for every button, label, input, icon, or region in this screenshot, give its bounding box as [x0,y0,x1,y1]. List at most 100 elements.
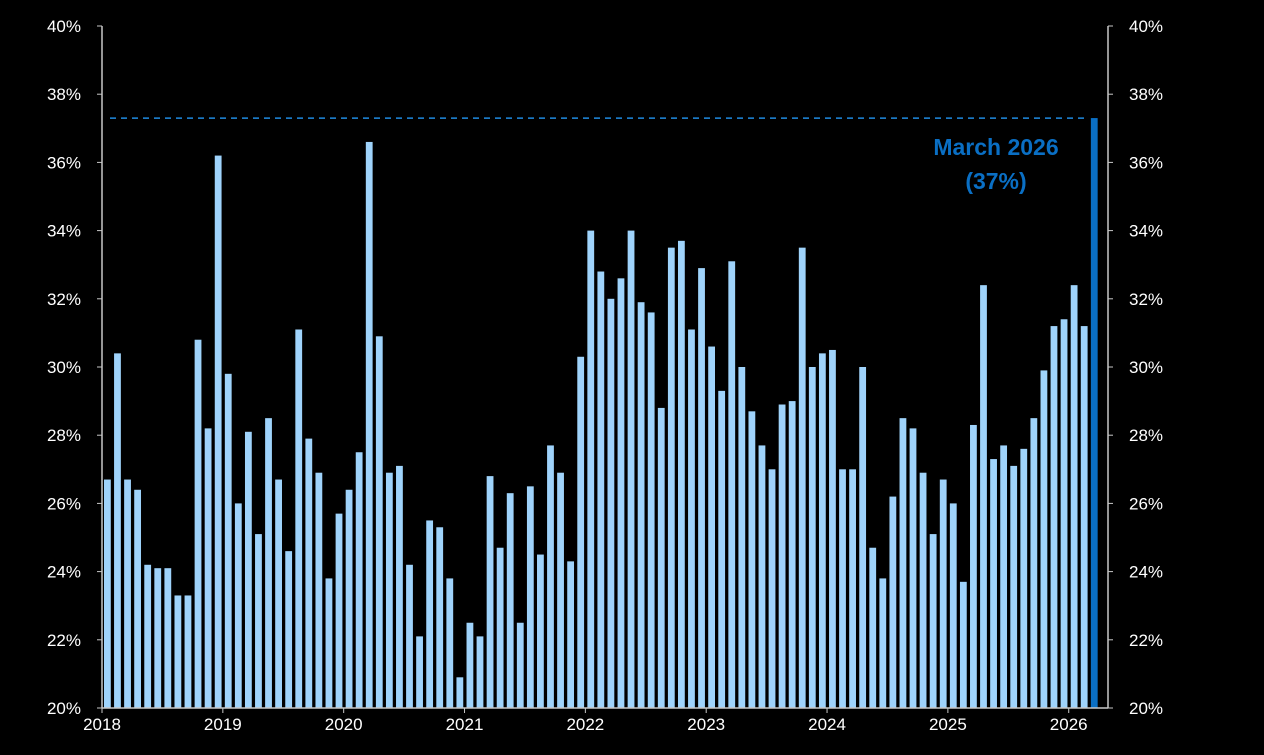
bar [486,476,494,708]
y-tick-label-left: 38% [47,85,81,104]
bar [285,551,293,708]
y-tick-label-right: 40% [1129,17,1163,36]
bar [224,373,232,708]
bar [1060,319,1068,708]
bar [1020,448,1028,708]
bar [144,564,152,708]
bar [798,247,806,708]
bar [476,636,484,708]
bar [204,428,212,708]
bar [929,534,937,708]
bar [949,503,957,708]
bar [909,428,917,708]
bar [718,390,726,708]
bar [627,230,635,708]
bar [355,452,363,708]
bar [567,561,575,708]
bar [496,547,504,708]
bar [939,479,947,708]
bar [345,489,353,708]
bar [1000,445,1008,708]
bar [325,578,333,708]
bar [677,240,685,708]
bar [1040,370,1048,708]
bar [134,489,142,708]
bar [839,469,846,708]
y-tick-label-right: 26% [1129,494,1163,513]
bar [597,271,605,708]
bar [305,438,313,708]
bar [275,479,282,708]
bar [667,247,675,708]
y-tick-label-left: 28% [47,426,81,445]
y-tick-label-right: 22% [1129,631,1163,650]
y-tick-label-right: 28% [1129,426,1163,445]
y-tick-label-left: 30% [47,358,81,377]
axes-group [97,25,1113,713]
x-tick-label: 2018 [83,715,121,734]
y-tick-label-left: 26% [47,494,81,513]
bar [899,418,907,708]
bar [758,445,766,708]
bars-group [104,118,1098,708]
bar [970,424,977,708]
bar [607,298,615,708]
bar [446,578,454,708]
bar [244,431,252,708]
x-tick-label: 2025 [929,715,967,734]
x-tick-label: 2026 [1050,715,1088,734]
bar [466,622,474,708]
bar [708,346,715,708]
y-tick-label-right: 32% [1129,290,1163,309]
bar [919,472,927,708]
bar [728,261,736,708]
bar [637,302,645,708]
bar [808,367,816,708]
bar [959,581,967,708]
bar [406,564,413,708]
highlight-bar [1090,118,1098,708]
y-axis-right-labels: 20% 22% 24% 26% 28% 30% 32% 34% 36% 38% 40% [1129,17,1163,718]
bar [990,459,997,708]
bar [587,230,595,708]
y-tick-label-right: 20% [1129,699,1163,718]
y-tick-label-left: 32% [47,290,81,309]
bar [788,401,796,708]
bar [557,472,564,708]
y-tick-label-right: 34% [1129,222,1163,241]
bar [869,547,877,708]
bar [516,622,524,708]
bar [154,568,162,708]
x-tick-label: 2023 [687,715,725,734]
highlight-label-value: (37%) [965,168,1026,194]
x-tick-label: 2020 [325,715,363,734]
x-tick-label: 2022 [566,715,604,734]
bar [537,554,544,708]
bar [1070,285,1078,708]
bar [506,493,514,708]
bar [1010,465,1018,708]
y-tick-label-left: 34% [47,222,81,241]
y-tick-label-left: 22% [47,631,81,650]
bar [577,356,585,708]
bar [385,472,393,708]
y-tick-label-left: 40% [47,17,81,36]
bar [980,285,987,708]
y-tick-label-left: 20% [47,699,81,718]
bar [436,527,444,708]
bar [1050,326,1058,708]
bar [114,353,121,708]
y-tick-label-right: 30% [1129,358,1163,377]
bar [647,312,655,708]
bar [768,469,776,708]
bar [234,503,242,708]
bar [365,141,373,708]
bar [748,411,756,708]
bar [818,353,826,708]
bar [617,278,625,708]
bar [124,479,131,708]
bar [315,472,323,708]
bar [214,155,222,708]
bar [738,367,746,708]
